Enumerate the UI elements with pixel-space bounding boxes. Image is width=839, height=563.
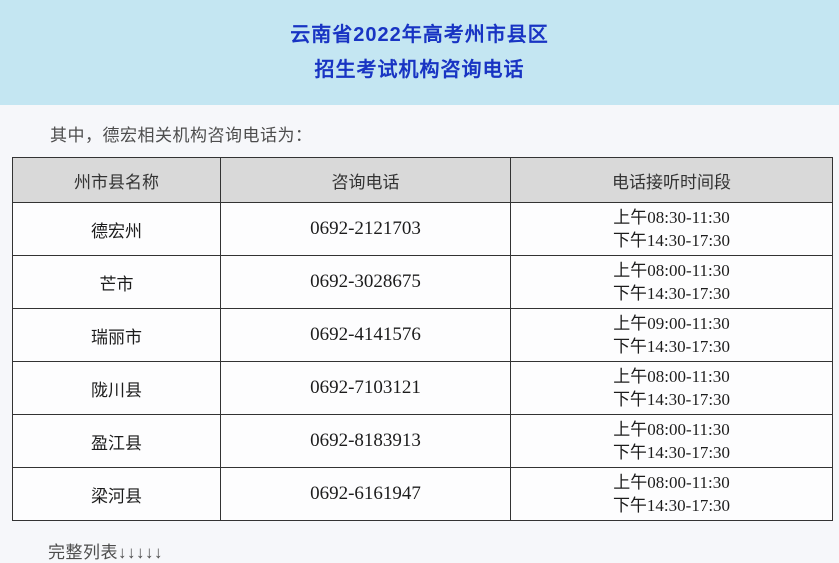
time-morning: 上午08:30-11:30 <box>613 208 730 227</box>
page-header-banner: 云南省2022年高考州市县区 招生考试机构咨询电话 <box>0 0 839 105</box>
intro-text: 其中，德宏相关机构咨询电话为： <box>50 126 313 145</box>
time-morning: 上午08:00-11:30 <box>613 367 730 386</box>
time-afternoon: 下午14:30-17:30 <box>612 284 731 303</box>
column-header-time: 电话接听时间段 <box>510 157 833 203</box>
time-cell: 上午08:00-11:30 下午14:30-17:30 <box>510 255 833 309</box>
table-header-row: 州市县名称 咨询电话 电话接听时间段 <box>12 157 833 203</box>
time-morning: 上午08:00-11:30 <box>613 473 730 492</box>
table-row: 陇川县 0692-7103121 上午08:00-11:30 下午14:30-1… <box>12 361 833 415</box>
region-name-cell: 盈江县 <box>12 414 221 468</box>
column-header-phone: 咨询电话 <box>220 157 511 203</box>
region-name-cell: 芒市 <box>12 255 221 309</box>
time-afternoon: 下午14:30-17:30 <box>612 337 731 356</box>
phone-table: 州市县名称 咨询电话 电话接听时间段 德宏州 0692-2121703 上午08… <box>12 157 833 521</box>
region-name-cell: 德宏州 <box>12 202 221 256</box>
phone-cell: 0692-7103121 <box>220 361 511 415</box>
phone-cell: 0692-3028675 <box>220 255 511 309</box>
table-row: 梁河县 0692-6161947 上午08:00-11:30 下午14:30-1… <box>12 467 833 521</box>
time-morning: 上午08:00-11:30 <box>613 261 730 280</box>
time-afternoon: 下午14:30-17:30 <box>612 390 731 409</box>
time-cell: 上午08:00-11:30 下午14:30-17:30 <box>510 467 833 521</box>
time-cell: 上午08:00-11:30 下午14:30-17:30 <box>510 361 833 415</box>
time-cell: 上午09:00-11:30 下午14:30-17:30 <box>510 308 833 362</box>
region-name-cell: 瑞丽市 <box>12 308 221 362</box>
time-morning: 上午08:00-11:30 <box>613 420 730 439</box>
page-title-line-2: 招生考试机构咨询电话 <box>314 59 525 81</box>
phone-cell: 0692-2121703 <box>220 202 511 256</box>
full-list-hint: 完整列表↓↓↓↓↓ <box>48 543 163 562</box>
region-name-cell: 陇川县 <box>12 361 221 415</box>
region-name-cell: 梁河县 <box>12 467 221 521</box>
table-row: 芒市 0692-3028675 上午08:00-11:30 下午14:30-17… <box>12 255 833 309</box>
time-cell: 上午08:00-11:30 下午14:30-17:30 <box>510 414 833 468</box>
table-row: 瑞丽市 0692-4141576 上午09:00-11:30 下午14:30-1… <box>12 308 833 362</box>
time-morning: 上午09:00-11:30 <box>613 314 730 333</box>
page-title-line-1: 云南省2022年高考州市县区 <box>290 24 549 46</box>
table-row: 德宏州 0692-2121703 上午08:30-11:30 下午14:30-1… <box>12 202 833 256</box>
column-header-region-name: 州市县名称 <box>12 157 221 203</box>
table-row: 盈江县 0692-8183913 上午08:00-11:30 下午14:30-1… <box>12 414 833 468</box>
phone-cell: 0692-6161947 <box>220 467 511 521</box>
time-afternoon: 下午14:30-17:30 <box>612 443 731 462</box>
time-afternoon: 下午14:30-17:30 <box>612 231 731 250</box>
time-afternoon: 下午14:30-17:30 <box>612 496 731 515</box>
phone-cell: 0692-4141576 <box>220 308 511 362</box>
time-cell: 上午08:30-11:30 下午14:30-17:30 <box>510 202 833 256</box>
phone-cell: 0692-8183913 <box>220 414 511 468</box>
